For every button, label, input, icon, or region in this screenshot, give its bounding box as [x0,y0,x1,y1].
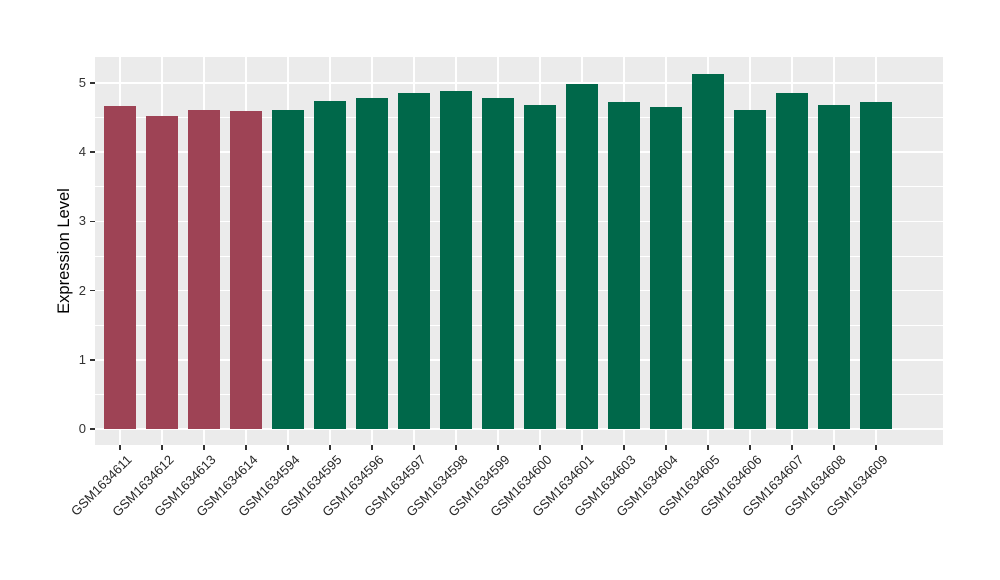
bar-GSM1634596 [356,98,389,429]
y-tick-mark [90,359,95,361]
y-axis-title: Expression Level [55,188,73,314]
bar-GSM1634608 [817,104,850,429]
bar-GSM1634599 [482,97,514,429]
minor-gridline [95,186,943,188]
bar-GSM1634605 [691,74,724,429]
bar-GSM1634609 [859,101,892,429]
y-tick-label: 0 [78,421,86,436]
bar-GSM1634604 [649,107,682,429]
x-tick-mark [287,445,289,450]
bar-GSM1634612 [146,115,179,429]
x-tick-mark [329,445,331,450]
x-tick-mark [119,445,121,450]
bar-GSM1634597 [398,93,430,429]
x-tick-mark [539,445,541,450]
bar-GSM1634603 [608,101,640,429]
plot-panel [95,57,943,445]
bar-GSM1634607 [775,92,808,429]
x-tick-mark [497,445,499,450]
major-gridline [95,220,943,223]
y-tick-label: 4 [78,144,86,160]
major-gridline [95,82,943,84]
y-tick-label: 2 [78,282,86,298]
major-gridline [95,289,943,292]
x-tick-mark [707,445,709,450]
bar-GSM1634613 [188,110,221,429]
x-tick-mark [203,445,205,450]
bar-GSM1634598 [440,91,472,429]
major-gridline [95,359,943,361]
x-tick-mark [791,445,793,450]
minor-gridline [95,255,943,257]
bar-GSM1634606 [733,110,766,429]
x-tick-mark [413,445,415,450]
minor-gridline [95,324,943,326]
bar-GSM1634601 [566,84,598,429]
x-tick-mark [161,445,163,450]
x-tick-mark [371,445,373,450]
y-tick-mark [90,82,95,84]
x-tick-mark [455,445,457,450]
bar-GSM1634594 [272,110,305,429]
minor-gridline [95,117,943,118]
y-tick-mark [90,151,95,153]
x-tick-mark [749,445,751,450]
y-tick-label: 3 [78,213,86,229]
x-tick-mark [875,445,877,450]
bar-GSM1634595 [314,101,347,429]
bar-GSM1634614 [230,110,263,429]
x-tick-mark [833,445,835,450]
x-tick-mark [581,445,583,450]
y-tick-mark [90,220,95,223]
major-gridline [95,151,943,153]
bar-GSM1634611 [104,105,137,429]
y-tick-mark [90,289,95,292]
x-tick-mark [245,445,247,450]
major-gridline [95,428,943,430]
y-tick-mark [90,428,95,430]
x-tick-mark [623,445,625,450]
y-tick-label: 5 [78,75,86,90]
bar-GSM1634600 [524,104,556,429]
x-tick-mark [665,445,667,450]
y-tick-label: 1 [78,351,86,367]
minor-gridline [95,394,943,395]
